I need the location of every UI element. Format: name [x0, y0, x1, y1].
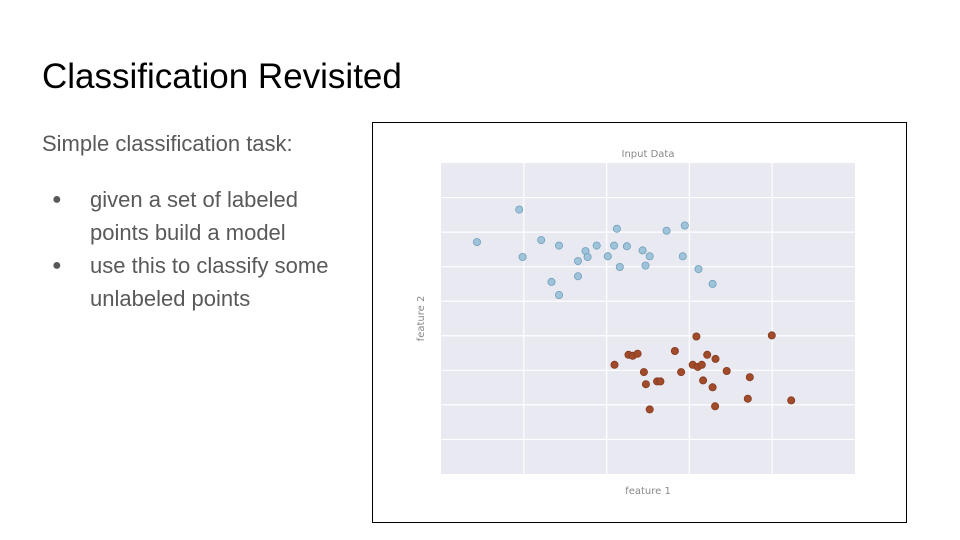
data-point-series-2 [656, 377, 665, 386]
data-point-series-1 [592, 241, 601, 250]
data-point-series-1 [638, 246, 647, 255]
data-point-series-2 [787, 396, 796, 405]
data-point-series-2 [767, 331, 776, 340]
data-point-series-2 [703, 350, 712, 359]
data-point-series-1 [694, 265, 703, 274]
data-point-series-2 [639, 368, 648, 377]
data-point-series-1 [610, 241, 619, 250]
data-point-series-2 [711, 402, 720, 411]
data-point-series-1 [573, 257, 582, 266]
data-point-series-1 [537, 236, 546, 245]
data-point-series-2 [697, 360, 706, 369]
data-point-series-2 [743, 394, 752, 403]
data-point-series-1 [615, 262, 624, 271]
bullet-item: ● use this to classify some unlabeled po… [42, 249, 352, 315]
bullet-text: use this to classify some unlabeled poin… [90, 253, 329, 311]
chart-title: Input Data [622, 149, 675, 160]
data-point-series-1 [603, 252, 612, 261]
data-point-series-2 [692, 332, 701, 341]
bullet-item: ● given a set of labeled points build a … [42, 183, 352, 249]
y-axis-label: feature 2 [416, 296, 427, 342]
data-point-series-2 [708, 383, 717, 392]
data-point-series-1 [583, 252, 592, 261]
data-point-series-2 [711, 354, 720, 363]
grid-lines [441, 163, 855, 474]
bullet-dot-icon: ● [52, 257, 62, 274]
data-point-series-2 [670, 346, 679, 355]
data-point-series-1 [518, 252, 527, 261]
data-point-series-1 [515, 205, 524, 214]
data-point-series-1 [678, 252, 687, 261]
data-point-series-2 [677, 368, 686, 377]
data-point-series-1 [645, 252, 654, 261]
data-point-series-2 [633, 349, 642, 358]
data-point-series-1 [612, 224, 621, 233]
intro-text: Simple classification task: [42, 131, 293, 156]
bullet-text: given a set of labeled points build a mo… [90, 187, 298, 245]
data-point-series-2 [610, 360, 619, 369]
data-point-series-2 [641, 380, 650, 389]
data-point-series-2 [722, 366, 731, 375]
chart-figure: Input Data feature 1 feature 2 [372, 122, 907, 523]
data-point-series-2 [745, 373, 754, 382]
x-axis-label: feature 1 [625, 486, 671, 497]
data-point-series-1 [662, 226, 671, 235]
data-point-series-1 [708, 279, 717, 288]
data-points [473, 205, 796, 414]
plot-area [441, 163, 855, 474]
data-point-series-1 [573, 272, 582, 281]
data-point-series-1 [554, 241, 563, 250]
data-point-series-1 [554, 290, 563, 299]
bullet-list: ● given a set of labeled points build a … [42, 183, 352, 315]
data-point-series-1 [547, 277, 556, 286]
scatter-chart: Input Data feature 1 feature 2 [416, 149, 855, 497]
bullet-dot-icon: ● [52, 191, 62, 208]
data-point-series-2 [699, 376, 708, 385]
slide-title: Classification Revisited [42, 57, 402, 96]
data-point-series-1 [473, 238, 482, 247]
data-point-series-2 [645, 405, 654, 414]
data-point-series-1 [622, 242, 631, 251]
data-point-series-1 [680, 221, 689, 230]
data-point-series-1 [641, 261, 650, 270]
